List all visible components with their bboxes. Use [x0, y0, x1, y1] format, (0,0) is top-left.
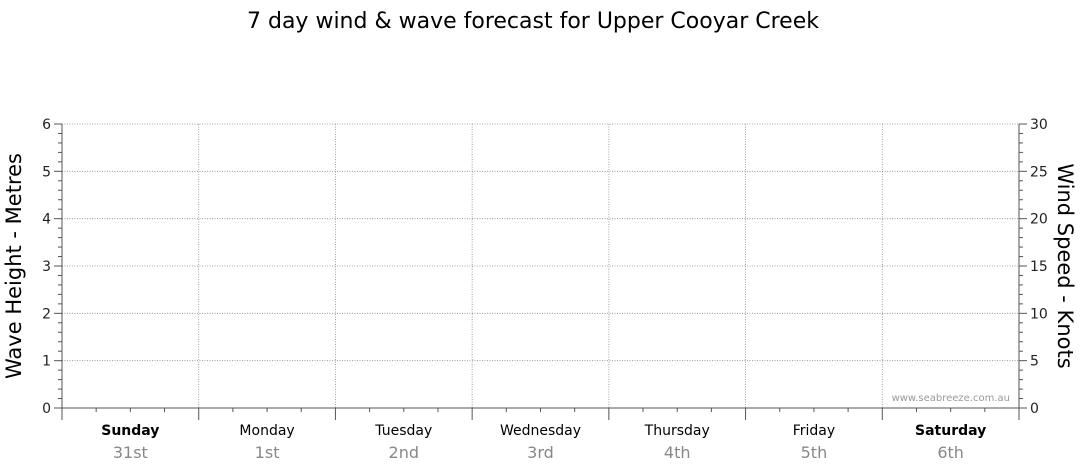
day-date-label: 4th: [664, 443, 691, 462]
day-date-label: 3rd: [527, 443, 554, 462]
day-name-label: Sunday: [101, 423, 159, 439]
left-tick-label: 3: [42, 259, 51, 275]
day-name-label: Monday: [239, 423, 294, 439]
day-date-label: 5th: [801, 443, 828, 462]
left-axis-label: Wave Height - Metres: [2, 153, 26, 379]
watermark: www.seabreeze.com.au: [892, 393, 1010, 404]
left-tick-label: 2: [42, 306, 51, 322]
right-tick-label: 10: [1030, 306, 1048, 322]
day-name-label: Saturday: [915, 423, 986, 439]
left-tick-label: 5: [42, 164, 51, 180]
chart-title: 7 day wind & wave forecast for Upper Coo…: [247, 9, 819, 34]
right-tick-label: 5: [1030, 354, 1039, 370]
day-name-label: Friday: [793, 423, 835, 439]
grid: [62, 123, 1019, 408]
right-tick-label: 25: [1030, 164, 1048, 180]
day-labels: Sunday 31st Monday 1st Tuesday 2nd Wednesday 3r…: [101, 423, 986, 462]
right-axis-label: Wind Speed - Knots: [1053, 163, 1077, 368]
right-tick-label: 20: [1030, 212, 1048, 228]
left-tick-label: 6: [42, 117, 51, 133]
right-tick-label: 15: [1030, 259, 1048, 275]
right-tick-label: 30: [1030, 117, 1048, 133]
day-name-label: Wednesday: [500, 423, 581, 439]
day-date-label: 2nd: [389, 443, 419, 462]
day-name-label: Thursday: [644, 423, 710, 439]
left-tick-label: 0: [42, 401, 51, 417]
day-date-label: 1st: [255, 443, 280, 462]
day-date-label: 6th: [937, 443, 964, 462]
day-date-label: 31st: [113, 443, 148, 462]
tick-labels: 0 1 2 3 4 5 6 0 5 10 15 20 25 30: [42, 117, 1048, 417]
left-tick-label: 1: [42, 354, 51, 370]
left-tick-label: 4: [42, 212, 51, 228]
right-tick-label: 0: [1030, 401, 1039, 417]
axes: [54, 123, 1027, 420]
day-name-label: Tuesday: [374, 423, 432, 439]
